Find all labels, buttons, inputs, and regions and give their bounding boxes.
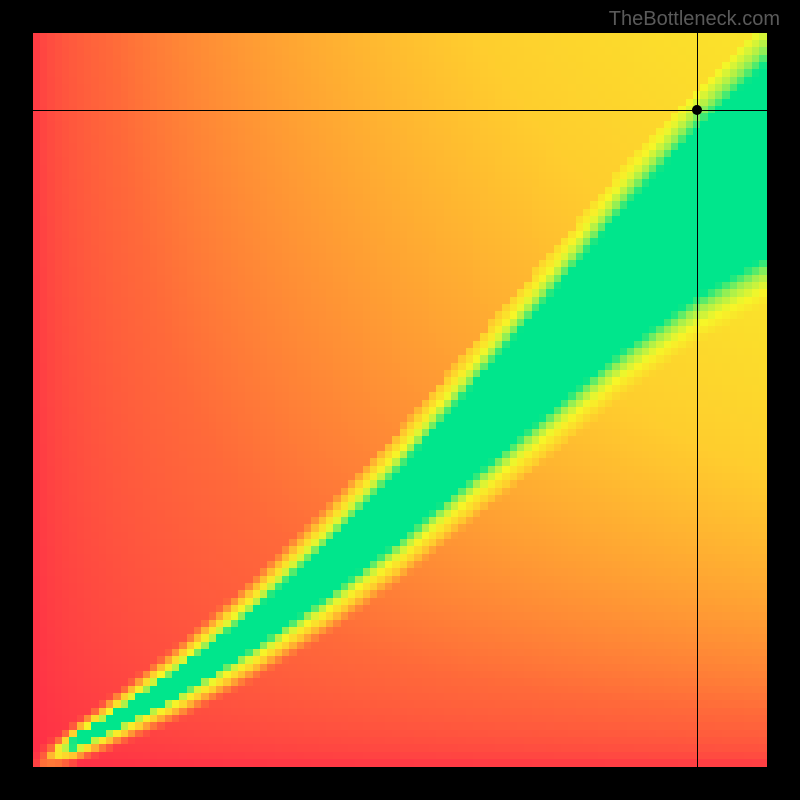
figure-container: TheBottleneck.com	[0, 0, 800, 800]
watermark-text: TheBottleneck.com	[609, 8, 780, 31]
bottleneck-heatmap	[33, 33, 767, 767]
